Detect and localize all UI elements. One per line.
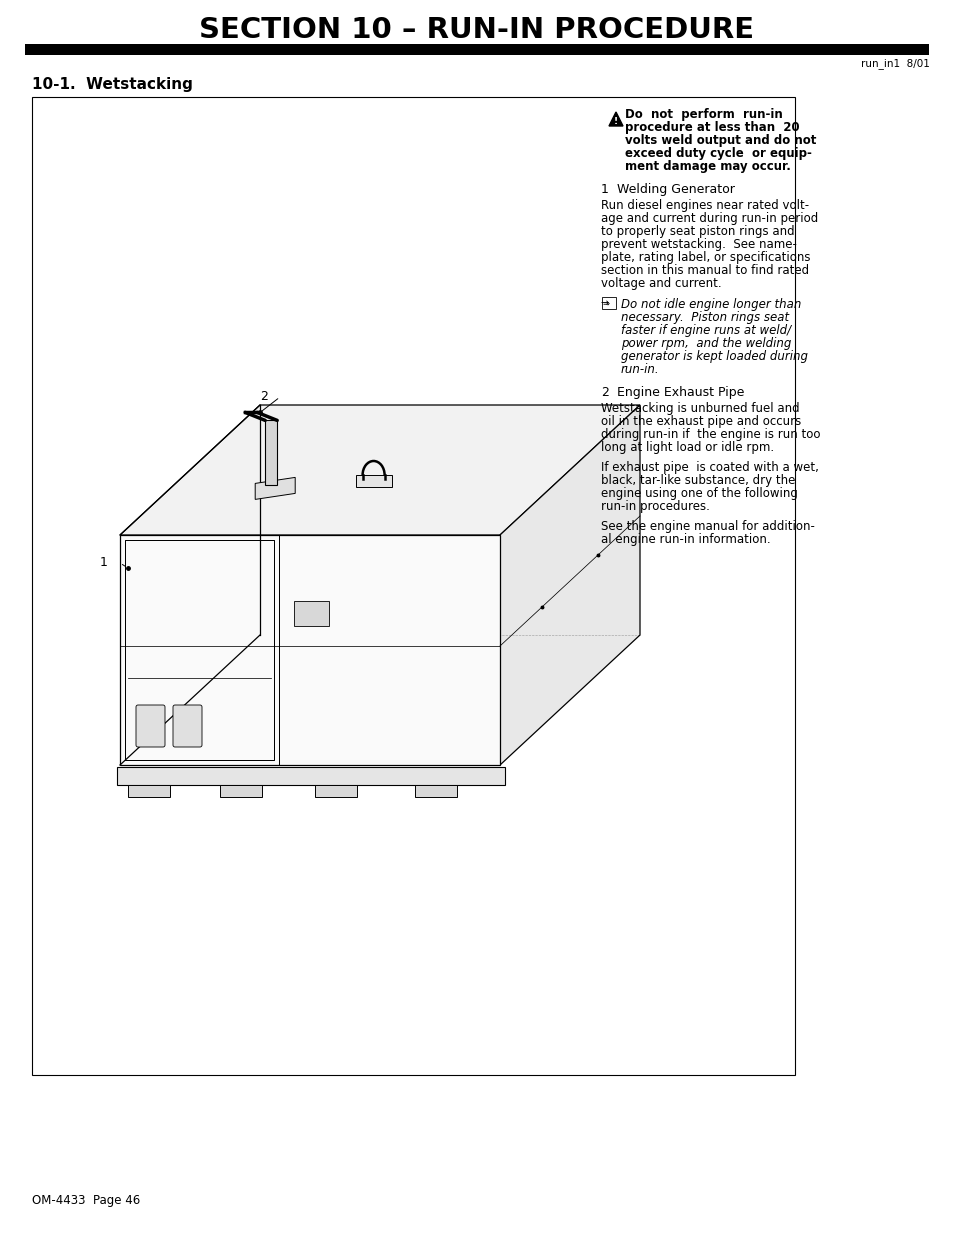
Bar — [265, 420, 277, 485]
Text: long at light load or idle rpm.: long at light load or idle rpm. — [600, 441, 773, 454]
Text: Engine Exhaust Pipe: Engine Exhaust Pipe — [617, 387, 743, 399]
Polygon shape — [120, 535, 499, 764]
Text: ⇒: ⇒ — [602, 299, 609, 308]
Text: exceed duty cycle  or equip-: exceed duty cycle or equip- — [624, 147, 811, 161]
Text: plate, rating label, or specifications: plate, rating label, or specifications — [600, 251, 810, 264]
FancyBboxPatch shape — [172, 705, 202, 747]
Bar — [128, 785, 170, 797]
Text: during run-in if  the engine is run too: during run-in if the engine is run too — [600, 429, 820, 441]
Bar — [355, 475, 391, 487]
Text: procedure at less than  20: procedure at less than 20 — [624, 121, 799, 135]
Bar — [601, 296, 616, 309]
Text: ment damage may occur.: ment damage may occur. — [624, 161, 790, 173]
Text: to properly seat piston rings and: to properly seat piston rings and — [600, 225, 794, 238]
Polygon shape — [255, 478, 294, 499]
Text: run-in procedures.: run-in procedures. — [600, 500, 709, 513]
Bar — [25, 44, 928, 56]
Bar — [32, 98, 794, 1074]
Polygon shape — [499, 405, 639, 764]
FancyBboxPatch shape — [136, 705, 165, 747]
Text: oil in the exhaust pipe and occurs: oil in the exhaust pipe and occurs — [600, 415, 801, 429]
Text: If exhaust pipe  is coated with a wet,: If exhaust pipe is coated with a wet, — [600, 461, 818, 474]
Text: run-in.: run-in. — [620, 363, 659, 375]
Text: prevent wetstacking.  See name-: prevent wetstacking. See name- — [600, 238, 796, 251]
Text: Do  not  perform  run-in: Do not perform run-in — [624, 107, 781, 121]
Bar — [117, 767, 504, 785]
Text: 10-1.  Wetstacking: 10-1. Wetstacking — [32, 77, 193, 91]
Text: 1: 1 — [100, 557, 108, 569]
Text: volts weld output and do not: volts weld output and do not — [624, 135, 816, 147]
Text: 1: 1 — [600, 183, 608, 196]
Polygon shape — [120, 405, 639, 535]
Text: generator is kept loaded during: generator is kept loaded during — [620, 350, 807, 363]
Bar — [220, 785, 262, 797]
Text: al engine run-in information.: al engine run-in information. — [600, 534, 770, 546]
Text: !: ! — [614, 116, 618, 126]
Text: Run diesel engines near rated volt-: Run diesel engines near rated volt- — [600, 199, 808, 212]
Text: black, tar-like substance, dry the: black, tar-like substance, dry the — [600, 474, 795, 487]
Text: 2: 2 — [260, 390, 268, 404]
Text: engine using one of the following: engine using one of the following — [600, 487, 797, 500]
Text: age and current during run-in period: age and current during run-in period — [600, 212, 818, 225]
Text: See the engine manual for addition-: See the engine manual for addition- — [600, 520, 814, 534]
Text: SECTION 10 – RUN-IN PROCEDURE: SECTION 10 – RUN-IN PROCEDURE — [199, 16, 754, 44]
Text: 2: 2 — [600, 387, 608, 399]
Bar — [314, 785, 356, 797]
Bar — [294, 601, 329, 626]
Text: necessary.  Piston rings seat: necessary. Piston rings seat — [620, 311, 788, 324]
Text: section in this manual to find rated: section in this manual to find rated — [600, 264, 808, 277]
Text: faster if engine runs at weld/: faster if engine runs at weld/ — [620, 324, 790, 337]
Polygon shape — [608, 112, 622, 126]
Text: OM-4433  Page 46: OM-4433 Page 46 — [32, 1194, 140, 1207]
Text: Wetstacking is unburned fuel and: Wetstacking is unburned fuel and — [600, 403, 799, 415]
Text: run_in1  8/01: run_in1 8/01 — [861, 58, 929, 69]
Text: →: → — [600, 298, 608, 308]
Text: Welding Generator: Welding Generator — [617, 183, 734, 196]
Text: Do not idle engine longer than: Do not idle engine longer than — [620, 298, 801, 311]
Text: voltage and current.: voltage and current. — [600, 277, 720, 290]
Bar — [415, 785, 456, 797]
Text: power rpm,  and the welding: power rpm, and the welding — [620, 337, 791, 350]
